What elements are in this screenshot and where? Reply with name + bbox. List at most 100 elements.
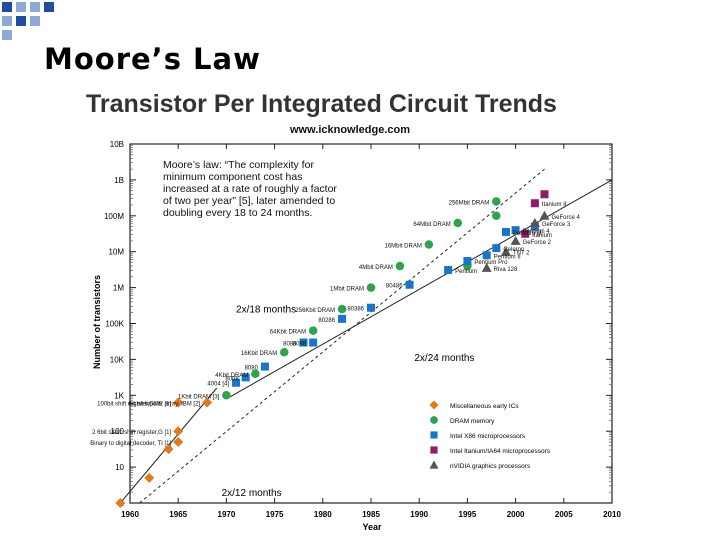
- y-tick-label: 100: [111, 427, 125, 436]
- data-point: [115, 498, 126, 508]
- deco-square: [30, 2, 40, 12]
- point-label: 4Kbit DRAM: [215, 373, 248, 379]
- data-point: [144, 472, 155, 483]
- data-point: [260, 362, 269, 371]
- data-point: [481, 262, 492, 272]
- slide-title: Moore’s Law: [44, 42, 261, 76]
- point-label: Riva 128: [494, 267, 518, 273]
- legend-label: nVIDIA graphics processors: [450, 463, 531, 470]
- point-label: Pentium: [455, 269, 477, 275]
- legend-label: Intel Itanium/IA64 microprocessors: [450, 448, 551, 455]
- data-point: [501, 227, 510, 236]
- data-point: [232, 378, 241, 387]
- legend-label: DRAM memory: [450, 418, 495, 425]
- y-tick-label: 100K: [105, 320, 124, 329]
- point-label: 64Kbit DRAM: [270, 330, 306, 336]
- annotation-line: of two per year” [5], later amended to: [163, 195, 335, 207]
- chart-source: www.icknowledge.com: [290, 124, 411, 136]
- data-point: [337, 304, 347, 314]
- data-point: [173, 397, 184, 408]
- point-label: 1Kbit DRAM [3]: [178, 394, 220, 400]
- y-tick-label: 10K: [110, 355, 125, 364]
- data-point: [463, 257, 472, 266]
- point-label: 64 bit bipolar array, IBM [2]: [129, 401, 201, 407]
- point-label: Celeron: [503, 247, 524, 253]
- data-point: [453, 218, 463, 228]
- annotation-line: Moore’s law: “The complexity for: [163, 159, 314, 171]
- x-tick-label: 1975: [266, 510, 284, 519]
- data-point: [173, 426, 184, 437]
- y-tick-label: 10: [115, 463, 124, 472]
- point-label: Pentium II: [494, 254, 521, 260]
- data-point: [241, 373, 250, 382]
- point-label: 80386: [347, 307, 364, 313]
- trend-line: [226, 179, 613, 400]
- chart-title: Transistor Per Integrated Circuit Trends: [86, 90, 557, 118]
- x-tick-label: 1965: [169, 510, 187, 519]
- y-tick-label: 1K: [114, 391, 124, 400]
- legend-marker: [429, 400, 439, 410]
- data-point: [444, 266, 453, 275]
- deco-square: [30, 16, 40, 26]
- data-point: [540, 190, 549, 199]
- point-label: GeForce 4: [552, 215, 581, 221]
- point-label: 100bit shift register,GME [1]: [97, 401, 171, 407]
- point-label: Pentium III: [513, 231, 542, 237]
- x-tick-label: 1970: [218, 510, 236, 519]
- data-point: [500, 246, 511, 256]
- x-tick-label: 2000: [507, 510, 525, 519]
- data-point: [309, 338, 318, 347]
- y-tick-label: 10M: [108, 248, 124, 257]
- point-label: 8080: [245, 366, 259, 372]
- point-label: GeForce 3: [542, 222, 571, 228]
- data-point: [338, 314, 347, 323]
- point-label: 256Kbit DRAM: [295, 308, 335, 314]
- point-label: 8008: [225, 376, 239, 382]
- point-label: 16Kbit DRAM: [241, 351, 277, 357]
- point-label: Pentium 4: [523, 229, 551, 235]
- y-tick-label: 10B: [110, 140, 124, 149]
- point-label: Itanium: [532, 233, 552, 239]
- point-label: 80286: [318, 318, 335, 324]
- data-point: [202, 397, 213, 408]
- point-label: 80486: [386, 284, 403, 290]
- trend-label: 2x/12 months: [222, 488, 282, 499]
- deco-square: [16, 2, 26, 12]
- y-tick-label: 1M: [113, 284, 124, 293]
- deco-square: [44, 2, 54, 12]
- x-tick-label: 2005: [555, 510, 573, 519]
- trend-label: 2x/18 months: [236, 305, 296, 316]
- legend-label: Intel X86 microprocessors: [450, 433, 526, 440]
- point-label: TNT 2: [513, 251, 530, 257]
- x-axis-label: Year: [362, 522, 382, 532]
- point-label: 64Mbit DRAM: [413, 222, 450, 228]
- point-label: 4004 [4]: [207, 382, 229, 388]
- point-label: Pentium Pro: [474, 260, 508, 266]
- data-point: [482, 251, 491, 260]
- y-tick-label: 1B: [114, 176, 124, 185]
- x-tick-label: 1980: [314, 510, 332, 519]
- data-point: [367, 303, 375, 312]
- deco-square: [2, 16, 12, 26]
- data-point: [539, 210, 550, 220]
- data-point: [395, 261, 405, 271]
- x-tick-label: 2010: [603, 510, 621, 519]
- legend-marker: [430, 416, 438, 424]
- point-label: GeForce 2: [523, 240, 552, 246]
- annotation-line: minimum component cost has: [163, 171, 302, 183]
- data-point: [222, 391, 231, 400]
- data-point: [511, 226, 520, 235]
- point-label: 256Mbit DRAM: [449, 200, 490, 206]
- y-axis-label: Number of transistors: [92, 275, 102, 369]
- y-tick-label: 100M: [104, 212, 124, 221]
- point-label: 16Mbit DRAM: [384, 244, 421, 250]
- point-label: Binary to digital decoder, TI [1]: [90, 441, 171, 447]
- data-point: [530, 199, 539, 208]
- data-point: [424, 240, 434, 249]
- deco-square: [2, 30, 12, 40]
- point-label: Itanium II: [542, 202, 567, 208]
- data-point: [492, 211, 501, 221]
- data-point: [492, 197, 501, 206]
- legend-marker: [430, 446, 438, 454]
